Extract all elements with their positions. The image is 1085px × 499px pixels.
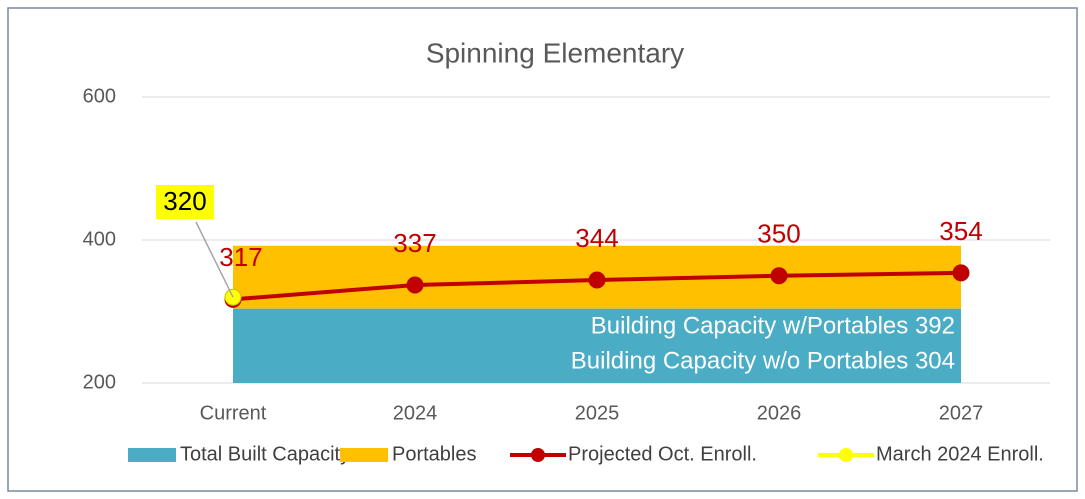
- data-label: 354: [939, 216, 982, 246]
- x-tick-label: 2026: [757, 402, 802, 424]
- y-tick-label: 600: [83, 85, 116, 107]
- annotation: Building Capacity w/Portables 392: [591, 312, 955, 339]
- point: [588, 271, 606, 289]
- legend-label: Projected Oct. Enroll.: [568, 443, 757, 465]
- leader-line: [195, 221, 234, 298]
- annotation: Building Capacity w/o Portables 304: [571, 347, 955, 374]
- x-tick-label: 2024: [393, 402, 438, 424]
- data-label: 344: [575, 223, 618, 253]
- label-highlight: [156, 185, 214, 219]
- legend-label: March 2024 Enroll.: [876, 443, 1044, 465]
- y-tick-label: 400: [83, 228, 116, 250]
- x-tick-label: 2025: [575, 402, 620, 424]
- point: [770, 267, 788, 285]
- x-tick-label: Current: [200, 402, 267, 424]
- point: [952, 264, 970, 282]
- data-label: 320: [163, 186, 206, 216]
- x-tick-label: 2027: [939, 402, 984, 424]
- legend-label: Portables: [392, 443, 477, 465]
- data-label: 337: [393, 228, 436, 258]
- legend-swatch: [128, 448, 176, 462]
- data-label: 317: [219, 242, 262, 272]
- legend-swatch: [531, 448, 545, 462]
- point: [406, 276, 424, 294]
- legend-swatch: [839, 448, 853, 462]
- legend-label: Total Built Capacity: [180, 443, 350, 465]
- legend-swatch: [340, 448, 388, 462]
- data-label: 350: [757, 219, 800, 249]
- chart-title: Spinning Elementary: [426, 37, 684, 68]
- area: [233, 308, 961, 383]
- y-tick-label: 200: [83, 371, 116, 393]
